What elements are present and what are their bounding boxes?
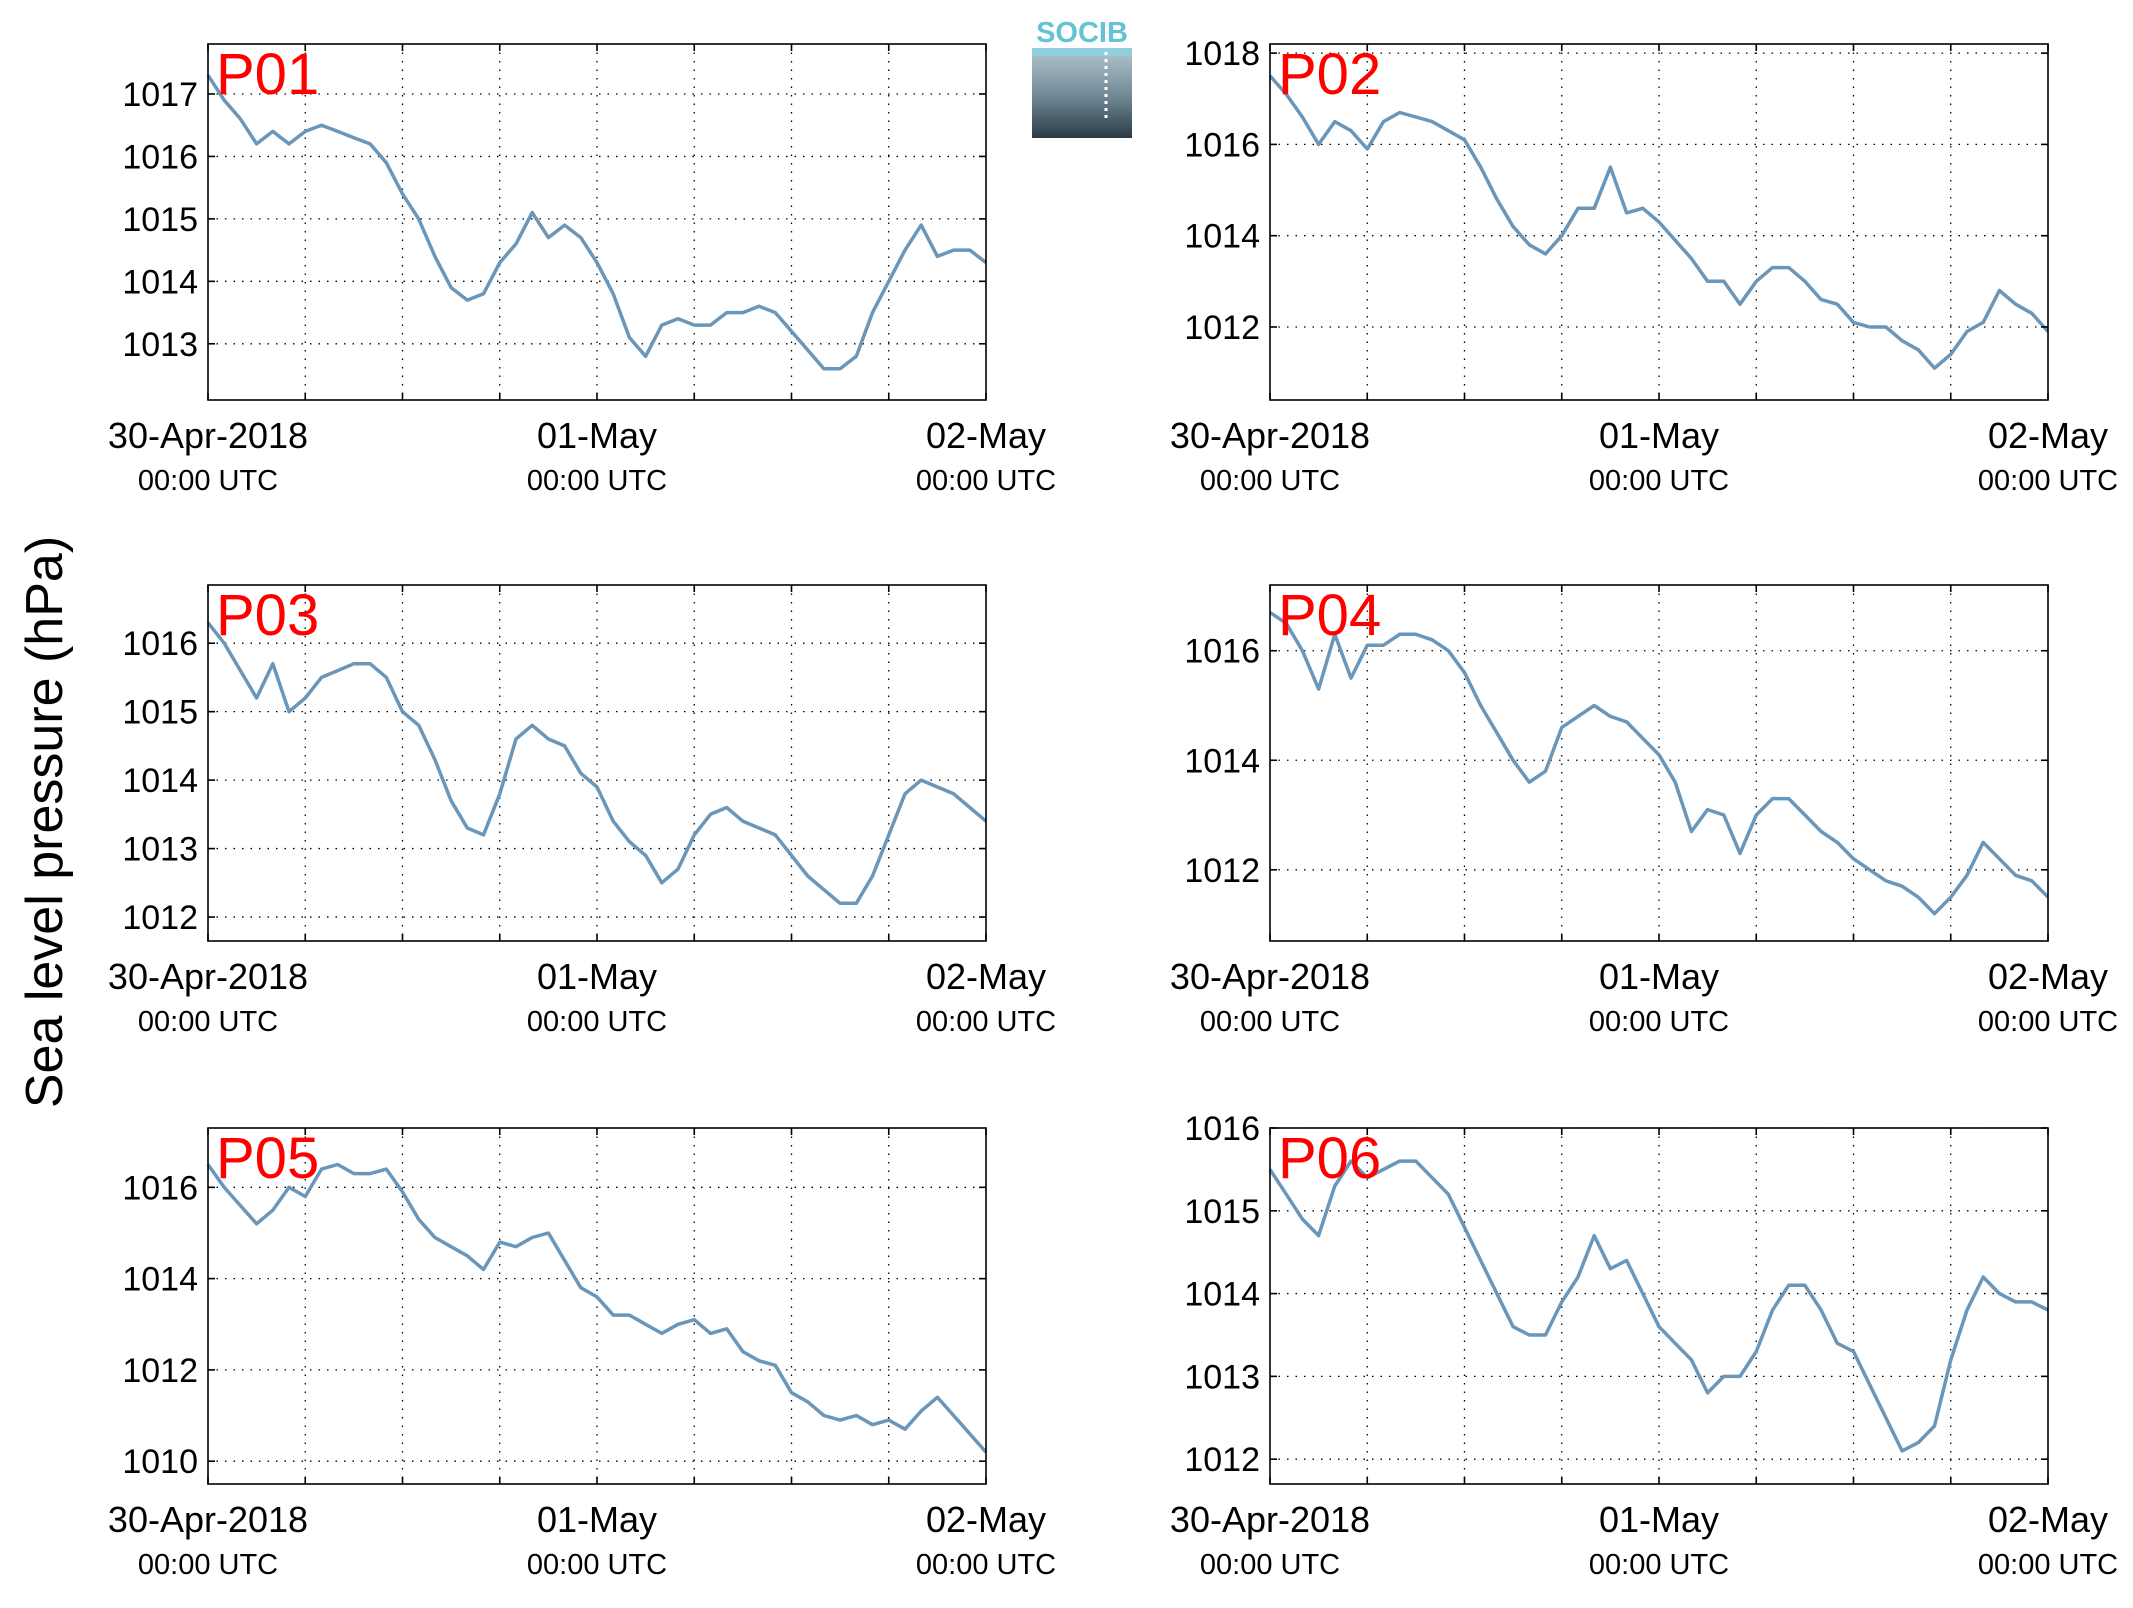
- y-tick-label: 1014: [122, 762, 198, 800]
- y-tick-label: 1016: [122, 1169, 198, 1207]
- x-tick-label: 30-Apr-2018: [1170, 415, 1370, 456]
- y-tick-label: 1015: [1184, 1193, 1260, 1231]
- x-tick-label: 30-Apr-2018: [1170, 956, 1370, 997]
- x-tick-sublabel: 00:00 UTC: [138, 465, 278, 497]
- y-tick-label: 1012: [1184, 852, 1260, 890]
- panel-label: P04: [1278, 583, 1381, 648]
- panel-label: P03: [216, 583, 319, 648]
- x-tick-label: 30-Apr-2018: [108, 415, 308, 456]
- socib-logo: SOCIB: [1032, 17, 1132, 138]
- x-tick-label: 01-May: [537, 956, 657, 997]
- series-line-p01: [206, 74, 988, 371]
- x-tick-label: 02-May: [1988, 415, 2108, 456]
- y-tick-label: 1010: [122, 1443, 198, 1481]
- panels: 1013 1014 1015 1016 1017 30-Apr-2018 00:00 UTC…: [108, 35, 2118, 1581]
- x-tick-sublabel: 00:00 UTC: [138, 1549, 278, 1581]
- x-tick-sublabel: 00:00 UTC: [916, 1006, 1056, 1038]
- panel-label: P01: [216, 42, 319, 107]
- x-tick-sublabel: 00:00 UTC: [916, 1549, 1056, 1581]
- x-tick-label: 01-May: [537, 1499, 657, 1540]
- x-tick-sublabel: 00:00 UTC: [527, 465, 667, 497]
- y-tick-label: 1012: [1184, 1441, 1260, 1479]
- x-tick-label: 02-May: [1988, 956, 2108, 997]
- y-tick-label: 1013: [122, 326, 198, 364]
- panel-p01: 1013 1014 1015 1016 1017 30-Apr-2018 00:00 UTC…: [108, 42, 1056, 497]
- panel-p04: 1012 1014 1016 30-Apr-2018 00:00 UTC 01-May 00…: [1170, 583, 2118, 1038]
- x-tick-sublabel: 00:00 UTC: [1200, 465, 1340, 497]
- x-tick-sublabel: 00:00 UTC: [1200, 1549, 1340, 1581]
- x-tick-label: 01-May: [1599, 1499, 1719, 1540]
- x-tick-sublabel: 00:00 UTC: [1978, 465, 2118, 497]
- x-tick-label: 01-May: [537, 415, 657, 456]
- y-tick-label: 1015: [122, 201, 198, 239]
- panel-p05: 1010 1012 1014 1016 30-Apr-2018 00:00 UTC 01-M…: [108, 1126, 1056, 1581]
- x-tick-label: 30-Apr-2018: [108, 956, 308, 997]
- series-line-p04: [1269, 610, 2050, 916]
- x-tick-sublabel: 00:00 UTC: [527, 1006, 667, 1038]
- x-tick-sublabel: 00:00 UTC: [1978, 1549, 2118, 1581]
- y-tick-label: 1015: [122, 694, 198, 732]
- y-tick-label: 1017: [122, 76, 198, 114]
- x-tick-label: 02-May: [926, 956, 1046, 997]
- y-tick-label: 1012: [122, 1352, 198, 1390]
- x-tick-sublabel: 00:00 UTC: [1200, 1006, 1340, 1038]
- series-line-p06: [1268, 1159, 2049, 1453]
- y-tick-label: 1013: [1184, 1358, 1260, 1396]
- y-axis-label: Sea level pressure (hPa): [16, 536, 74, 1108]
- y-tick-label: 1014: [122, 263, 198, 301]
- y-tick-label: 1012: [1184, 309, 1260, 347]
- logo-text: SOCIB: [1036, 17, 1128, 49]
- series-line-p02: [1268, 74, 2050, 370]
- x-tick-sublabel: 00:00 UTC: [1589, 1006, 1729, 1038]
- panel-p03: 1012 1013 1014 1015 1016 30-Apr-2018 00:00 UTC…: [108, 583, 1056, 1038]
- panel-p02: 1012 1014 1016 1018 30-Apr-2018 00:00 UTC 01-M…: [1170, 35, 2118, 497]
- panel-label: P06: [1278, 1126, 1381, 1191]
- x-tick-label: 01-May: [1599, 415, 1719, 456]
- series-line-p05: [206, 1162, 988, 1454]
- panel-p06: 1012 1013 1014 1015 1016 30-Apr-2018 00:00 UTC…: [1170, 1110, 2118, 1581]
- y-tick-label: 1016: [1184, 1110, 1260, 1148]
- x-tick-sublabel: 00:00 UTC: [1978, 1006, 2118, 1038]
- y-tick-label: 1013: [122, 831, 198, 869]
- y-tick-label: 1014: [1184, 218, 1260, 256]
- y-tick-label: 1014: [1184, 742, 1260, 780]
- x-tick-label: 01-May: [1599, 956, 1719, 997]
- x-tick-sublabel: 00:00 UTC: [1589, 465, 1729, 497]
- x-tick-sublabel: 00:00 UTC: [527, 1549, 667, 1581]
- y-tick-label: 1018: [1184, 35, 1260, 73]
- panel-label: P02: [1278, 42, 1381, 107]
- x-tick-label: 02-May: [1988, 1499, 2108, 1540]
- x-tick-sublabel: 00:00 UTC: [138, 1006, 278, 1038]
- x-tick-sublabel: 00:00 UTC: [1589, 1549, 1729, 1581]
- y-tick-label: 1014: [1184, 1276, 1260, 1314]
- y-tick-label: 1012: [122, 899, 198, 937]
- logo-body: [1032, 56, 1132, 138]
- panel-label: P05: [216, 1126, 319, 1191]
- x-tick-sublabel: 00:00 UTC: [916, 465, 1056, 497]
- x-tick-label: 02-May: [926, 1499, 1046, 1540]
- series-line-p03: [206, 621, 988, 906]
- logo-wave: [1032, 48, 1132, 58]
- y-tick-label: 1016: [122, 625, 198, 663]
- x-tick-label: 30-Apr-2018: [108, 1499, 308, 1540]
- x-tick-label: 02-May: [926, 415, 1046, 456]
- y-tick-label: 1014: [122, 1261, 198, 1299]
- y-tick-label: 1016: [1184, 126, 1260, 164]
- y-tick-label: 1016: [122, 138, 198, 176]
- y-tick-label: 1016: [1184, 633, 1260, 671]
- x-tick-label: 30-Apr-2018: [1170, 1499, 1370, 1540]
